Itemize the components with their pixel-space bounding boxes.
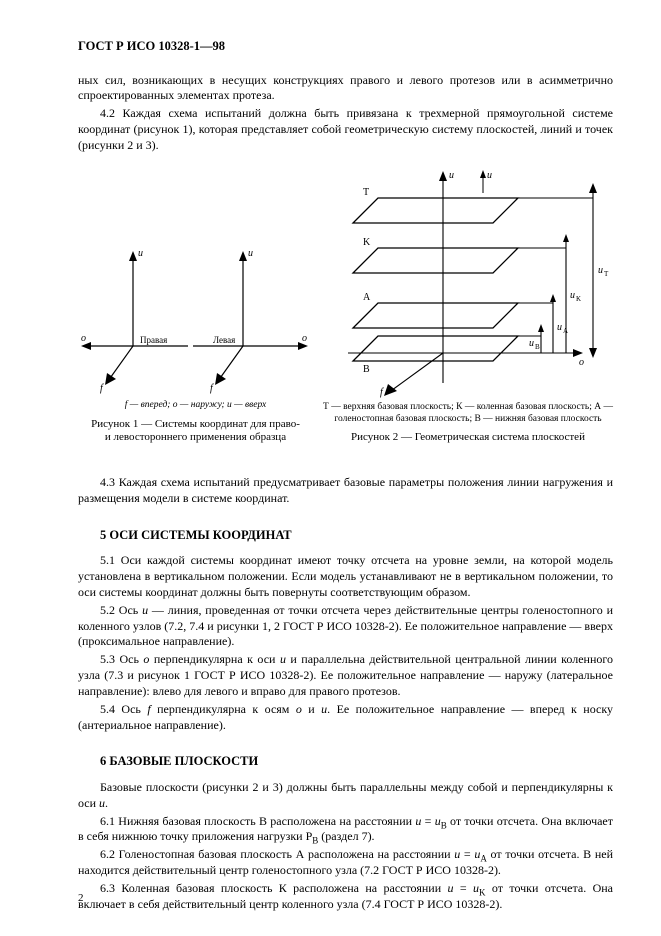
fig1-label-u-left: u: [138, 248, 143, 259]
fig2-label-K: K: [363, 237, 371, 248]
fig2-label-f: f: [380, 387, 384, 398]
page-number: 2: [78, 891, 84, 906]
figure-1-column: u u o o f f Правая Левая f — вперед; o —…: [78, 241, 313, 445]
fig2-label-A: A: [363, 292, 371, 303]
svg-text:u: u: [570, 290, 575, 301]
figure-1-svg: u u o o f f Правая Левая: [78, 241, 313, 396]
svg-text:u: u: [598, 265, 603, 276]
svg-text:T: T: [604, 270, 609, 278]
svg-text:B: B: [535, 343, 540, 351]
para-4-2-text: 4.2 Каждая схема испытаний должна быть п…: [78, 106, 613, 152]
fig2-label-o: o: [579, 357, 584, 368]
para-6-3: 6.3 Коленная базовая плоскость К располо…: [78, 881, 613, 913]
figure-1-note: f — вперед; o — наружу; u — вверх: [78, 400, 313, 412]
para-intro-continuation: ных сил, возникающих в несущих конструкц…: [78, 73, 613, 105]
svg-text:u: u: [529, 338, 534, 349]
fig1-label-u-right: u: [248, 248, 253, 259]
para-6-intro: Базовые плоскости (рисунки 2 и 3) должны…: [78, 780, 613, 812]
fig1-label-f-right: f: [210, 383, 214, 394]
para-5-1: 5.1 Оси каждой системы координат имеют т…: [78, 553, 613, 600]
svg-text:K: K: [576, 295, 581, 303]
figure-1-caption: Рисунок 1 — Системы координат для право-…: [78, 418, 313, 446]
figure-2-svg: T K A B u u o f uT uK uA uB: [323, 168, 613, 398]
fig1-label-right: Правая: [140, 335, 167, 345]
section-5-heading: 5 ОСИ СИСТЕМЫ КООРДИНАТ: [100, 527, 613, 544]
fig2-label-u: u: [449, 170, 454, 181]
fig2-label-T: T: [363, 187, 369, 198]
figure-2-caption: Рисунок 2 — Геометрическая система плоск…: [323, 431, 613, 445]
figure-2-column: T K A B u u o f uT uK uA uB Т — верхняя: [323, 168, 613, 446]
fig1-label-o-right: o: [302, 333, 307, 344]
svg-text:u: u: [557, 322, 562, 333]
para-5-3: 5.3 Ось o перпендикулярна к оси u и пара…: [78, 652, 613, 699]
page-header: ГОСТ Р ИСО 10328-1—98: [78, 38, 613, 55]
fig2-label-u2: u: [487, 170, 492, 181]
figures-row: u u o o f f Правая Левая f — вперед; o —…: [78, 168, 613, 446]
fig1-label-f-left: f: [100, 383, 104, 394]
fig1-label-left: Левая: [213, 335, 235, 345]
para-4-2: 4.2 Каждая схема испытаний должна быть п…: [78, 106, 613, 153]
para-5-4: 5.4 Ось f перпендикулярна к осям o и u. …: [78, 702, 613, 734]
section-6-heading: 6 БАЗОВЫЕ ПЛОСКОСТИ: [100, 753, 613, 770]
svg-text:A: A: [563, 327, 568, 335]
fig2-label-B: B: [363, 364, 370, 375]
para-6-2: 6.2 Голеностопная базовая плоскость А ра…: [78, 847, 613, 879]
para-5-2: 5.2 Ось u — линия, проведенная от точки …: [78, 603, 613, 650]
fig1-label-o-left: o: [81, 333, 86, 344]
para-4-3: 4.3 Каждая схема испытаний предусматрива…: [78, 475, 613, 507]
para-6-1: 6.1 Нижняя базовая плоскость В расположе…: [78, 814, 613, 846]
figure-2-note: Т — верхняя базовая плоскость; К — колен…: [323, 402, 613, 426]
